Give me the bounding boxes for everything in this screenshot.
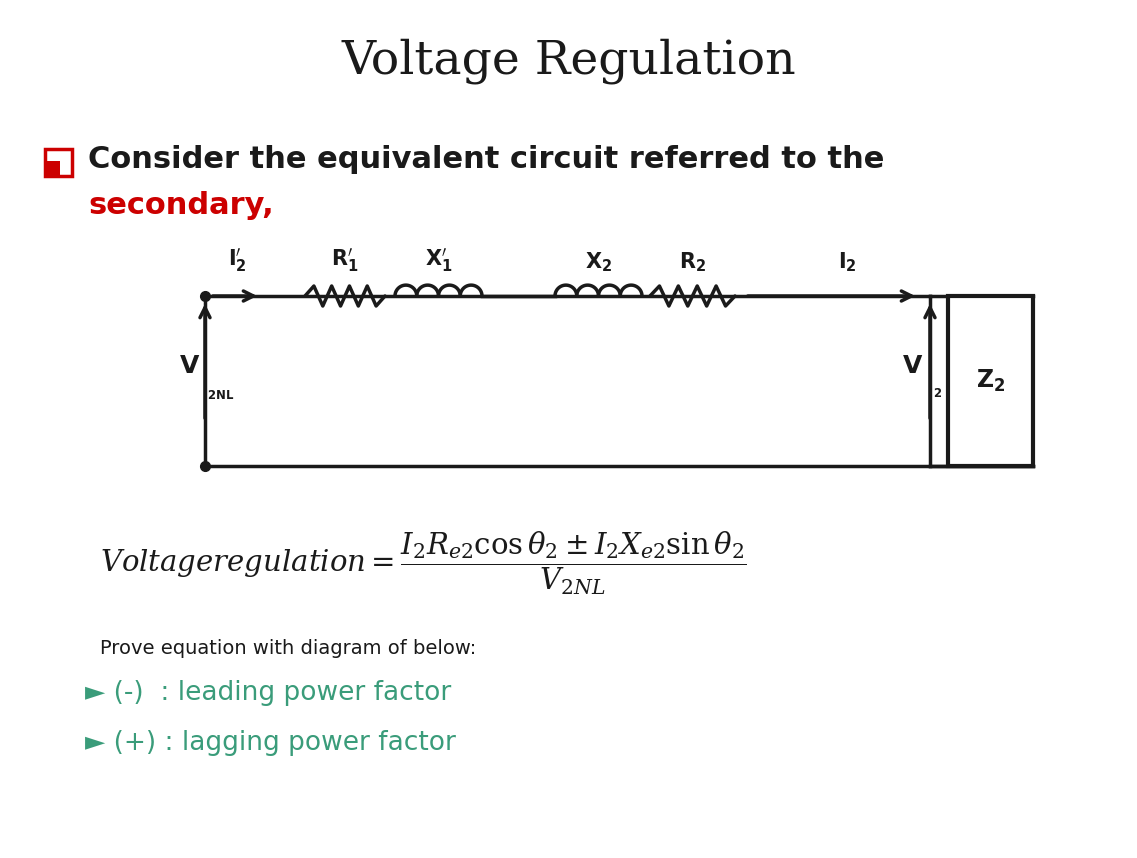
Text: Consider the equivalent circuit referred to the: Consider the equivalent circuit referred… xyxy=(88,146,885,174)
Text: $\mathbf{R_2}$: $\mathbf{R_2}$ xyxy=(679,251,706,274)
Text: $\mathbf{I_2'}$: $\mathbf{I_2'}$ xyxy=(227,246,247,274)
Text: $\mathbf{V}$: $\mathbf{V}$ xyxy=(179,354,200,378)
Text: ► (-)  : leading power factor: ► (-) : leading power factor xyxy=(85,680,451,706)
Text: Prove equation with diagram of below:: Prove equation with diagram of below: xyxy=(100,638,476,657)
Text: $\mathbf{R_1'}$: $\mathbf{R_1'}$ xyxy=(331,246,359,274)
Text: $\mathbf{X_1'}$: $\mathbf{X_1'}$ xyxy=(425,246,453,274)
Text: ► (+) : lagging power factor: ► (+) : lagging power factor xyxy=(85,730,456,756)
Bar xyxy=(45,149,72,176)
Bar xyxy=(45,161,60,176)
Text: $\mathbf{X_2}$: $\mathbf{X_2}$ xyxy=(584,251,612,274)
Text: Voltage Regulation: Voltage Regulation xyxy=(341,38,796,84)
Text: $\mathbf{_{2}}$: $\mathbf{_{2}}$ xyxy=(933,382,943,400)
Text: $\mathit{Voltageregulation} = \dfrac{I_2R_{e2}\cos\theta_2\pm I_2X_{e2}\sin\thet: $\mathit{Voltageregulation} = \dfrac{I_2… xyxy=(100,529,747,597)
Text: $\mathbf{_{2NL}}$: $\mathbf{_{2NL}}$ xyxy=(207,384,234,402)
Text: $\mathbf{V}$: $\mathbf{V}$ xyxy=(902,354,923,378)
Text: secondary,: secondary, xyxy=(88,191,274,221)
Text: $\mathbf{I_2}$: $\mathbf{I_2}$ xyxy=(838,251,857,274)
Text: $\mathbf{Z_2}$: $\mathbf{Z_2}$ xyxy=(976,368,1005,394)
Bar xyxy=(948,296,1034,466)
